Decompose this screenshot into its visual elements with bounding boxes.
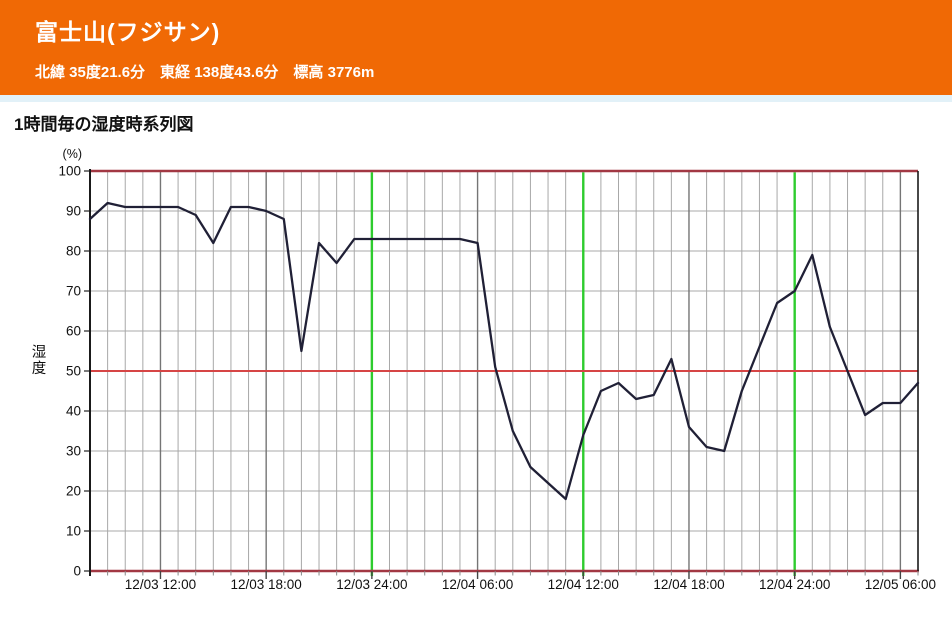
y-axis-label: 40 [66,404,81,419]
x-axis-label: 12/04 24:00 [759,577,830,592]
header-divider [0,95,952,102]
x-axis-label: 12/03 12:00 [125,577,196,592]
y-axis-label: 50 [66,364,81,379]
y-axis-label: 60 [66,324,81,339]
y-axis-unit-label: (%) [63,147,82,161]
station-title: 富士山(フジサン) [35,19,221,45]
y-axis-label: 100 [58,164,81,179]
y-axis-label: 80 [66,244,81,259]
x-axis-label: 12/04 06:00 [442,577,513,592]
y-axis-label: 20 [66,484,81,499]
humidity-line-series [88,201,920,501]
x-axis-label: 12/04 12:00 [548,577,619,592]
x-axis-label: 12/03 18:00 [231,577,302,592]
x-axis-label: 12/03 24:00 [336,577,407,592]
y-axis-title-char: 湿 [32,344,47,361]
y-axis-label: 70 [66,284,81,299]
header-banner: 富士山(フジサン) 北緯 35度21.6分 東経 138度43.6分 標高 37… [0,0,952,95]
y-axis-title-char: 度 [32,360,47,377]
x-axis-label: 12/04 18:00 [653,577,724,592]
station-coordinates: 北緯 35度21.6分 東経 138度43.6分 標高 3776m [35,64,375,81]
y-axis-label: 90 [66,204,81,219]
y-axis-label: 0 [73,564,81,579]
y-axis-label: 10 [66,524,81,539]
chart-title: 1時間毎の湿度時系列図 [14,115,194,134]
y-axis-label: 30 [66,444,81,459]
x-axis-label: 12/05 06:00 [865,577,936,592]
